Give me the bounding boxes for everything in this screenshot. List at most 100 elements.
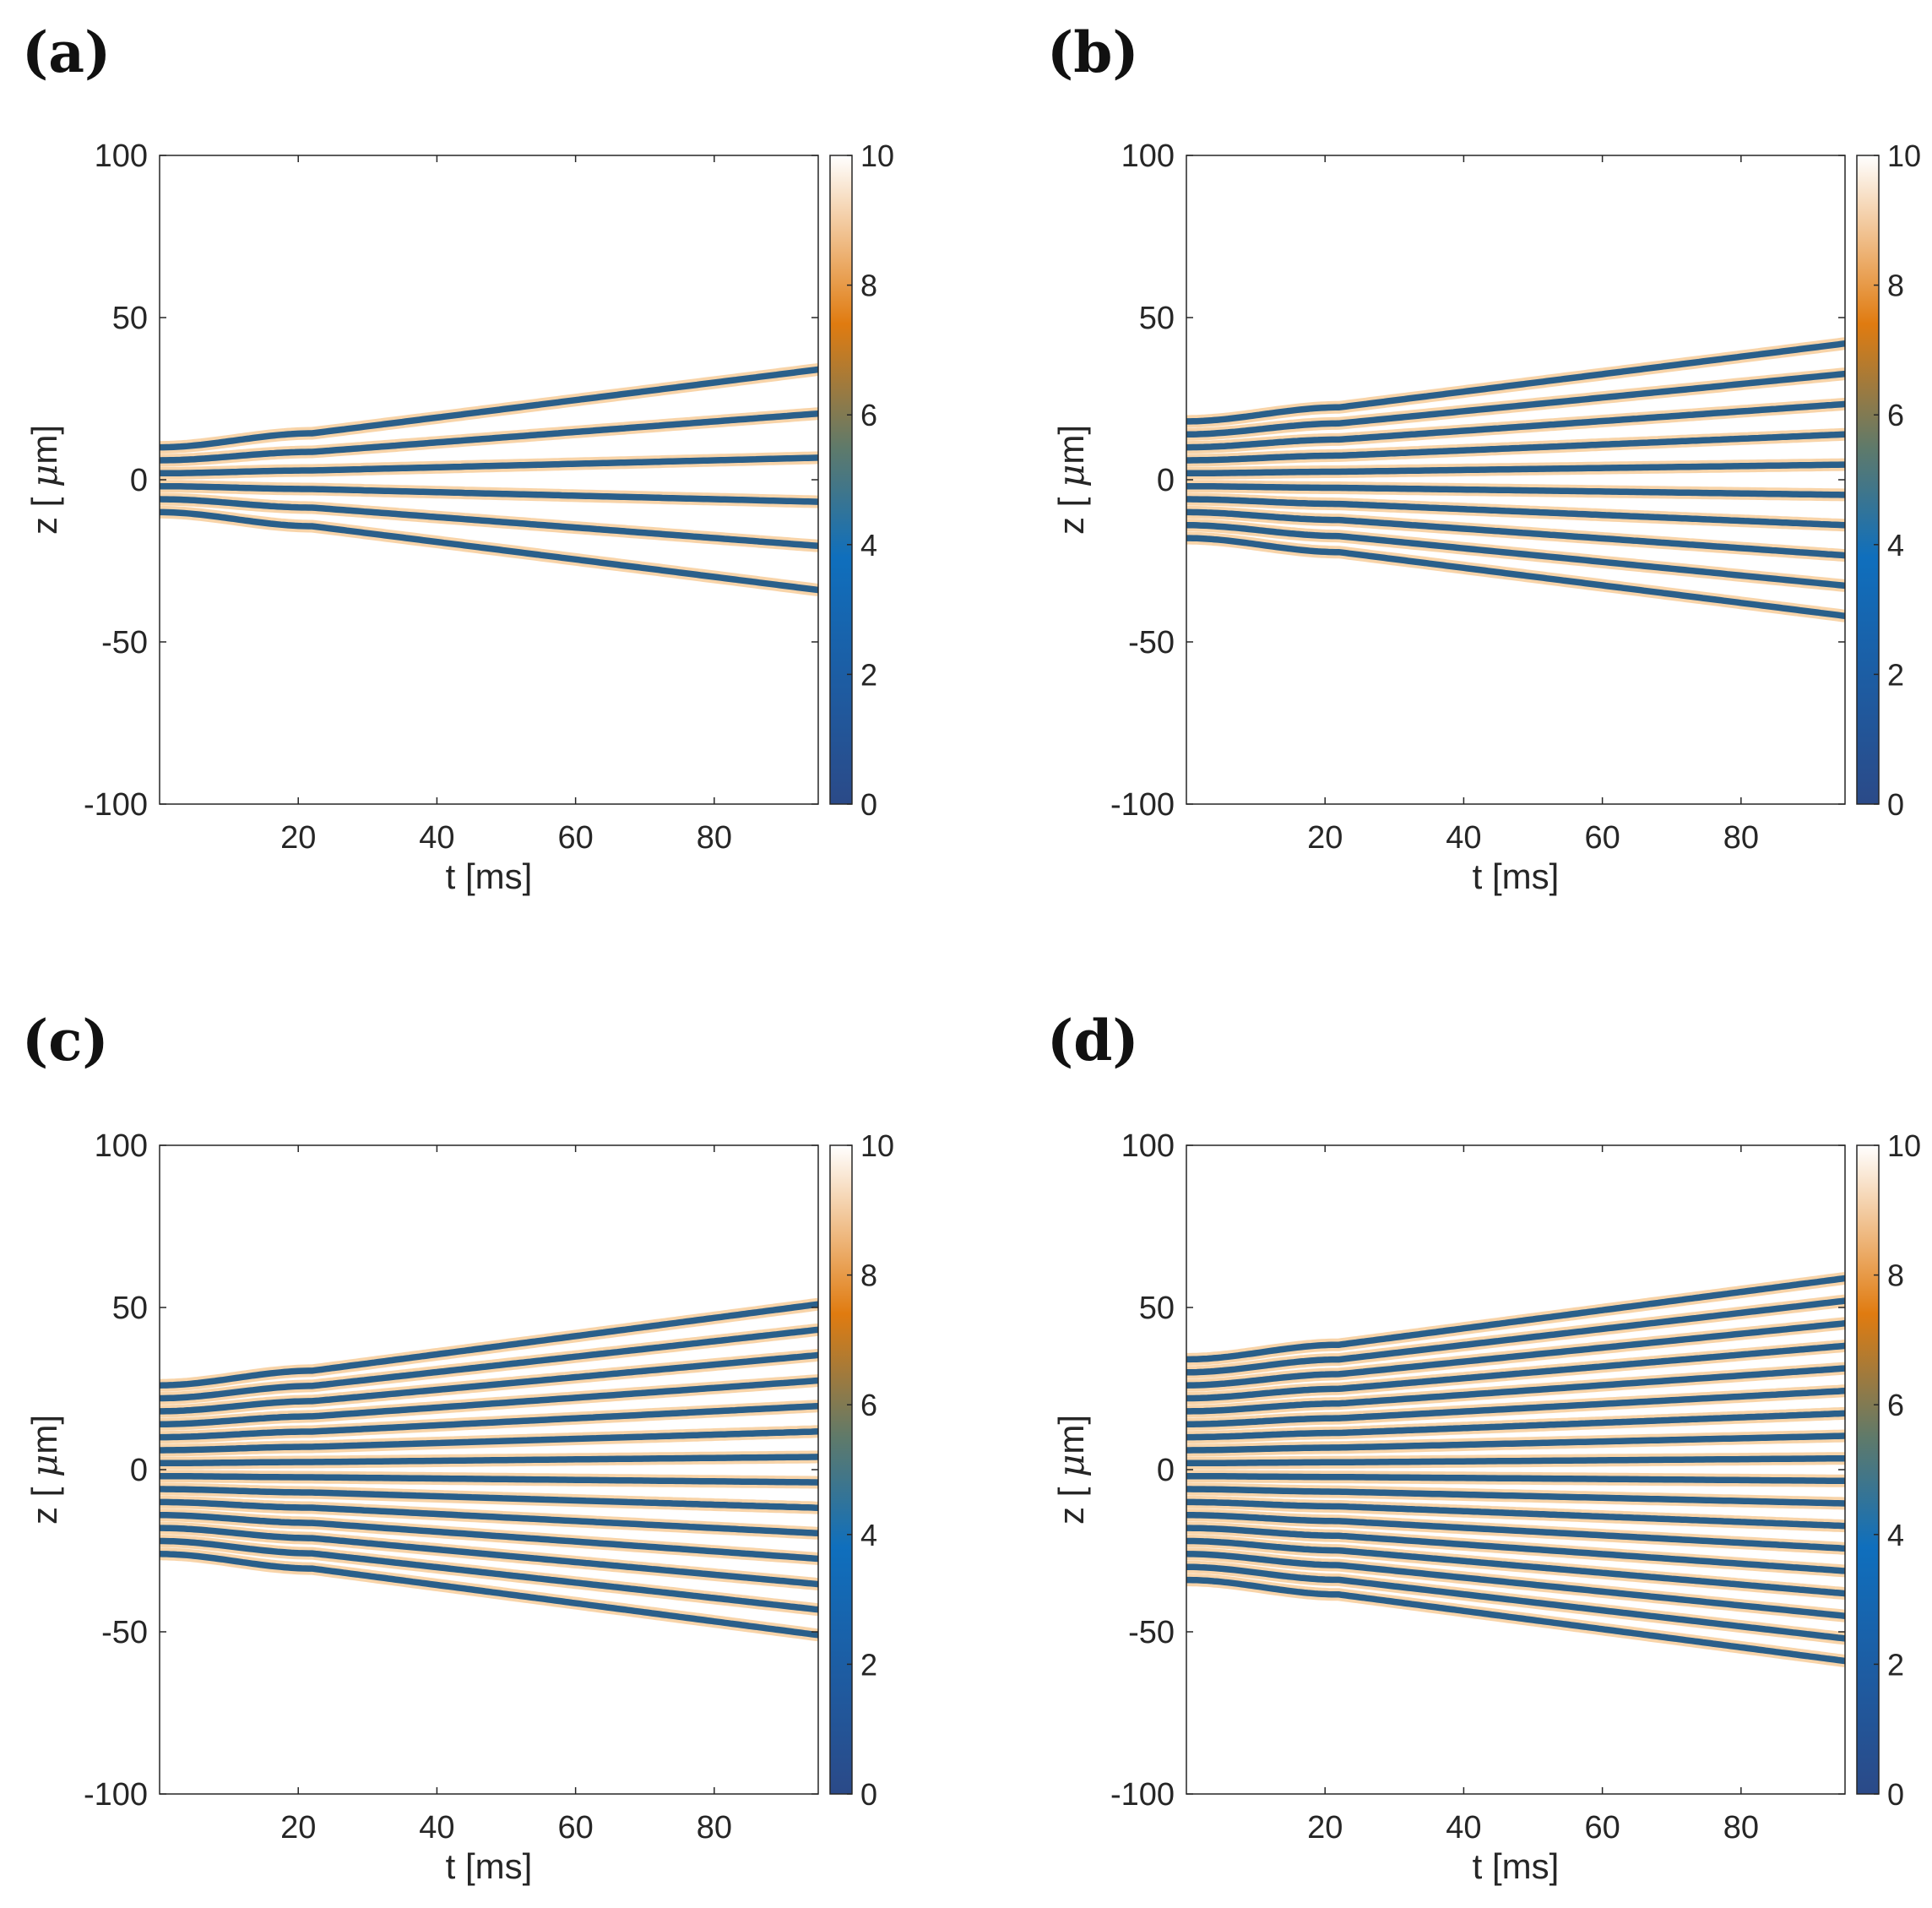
density-line <box>1186 1275 1845 1363</box>
density-line <box>160 1498 818 1537</box>
colorbar-tick-label: 8 <box>1887 1258 1904 1293</box>
density-line <box>1186 1525 1845 1574</box>
colorbar-tick-label: 6 <box>1887 1388 1904 1422</box>
density-line <box>160 1525 818 1588</box>
x-tick-label: 60 <box>1584 820 1620 856</box>
y-axis-label: z [ μm] <box>24 1415 65 1525</box>
x-tick-label: 40 <box>1446 1810 1481 1845</box>
y-tick-label: -50 <box>101 625 148 660</box>
density-line <box>160 1428 818 1454</box>
density-line <box>1186 1498 1845 1530</box>
density-line <box>1186 1319 1845 1389</box>
density-line <box>160 410 818 464</box>
density-line <box>1186 1486 1845 1507</box>
colorbar-tick-label: 2 <box>1887 1647 1904 1682</box>
colorbar-tick-label: 4 <box>860 1518 877 1552</box>
y-tick-label: 50 <box>112 1291 148 1326</box>
x-tick-label: 60 <box>557 1810 593 1845</box>
density-line <box>1186 461 1845 477</box>
y-tick-label: 100 <box>1121 1128 1175 1164</box>
colorbar <box>829 1144 853 1795</box>
x-tick-label: 20 <box>280 820 316 856</box>
x-tick-label: 60 <box>1584 1810 1620 1845</box>
density-line <box>1186 1365 1845 1415</box>
x-tick-label: 40 <box>1446 820 1481 856</box>
x-tick-label: 80 <box>1723 1810 1759 1845</box>
colorbar-tick-label: 8 <box>1887 269 1904 303</box>
density-line <box>1186 370 1845 438</box>
y-axis-label: z [ μm] <box>24 425 65 535</box>
y-tick-label: 50 <box>1139 301 1175 336</box>
density-line <box>1186 1551 1845 1620</box>
plot-area <box>160 155 818 804</box>
density-lines <box>1186 1271 1845 1668</box>
density-lines <box>1186 337 1845 622</box>
colorbar-tick-label: 10 <box>860 1128 894 1163</box>
y-axis-label: z [ μm] <box>1050 425 1092 535</box>
density-line <box>1186 1563 1845 1642</box>
density-line <box>1186 1576 1845 1665</box>
plot-area <box>1186 155 1845 804</box>
colorbar-tick-label: 0 <box>1887 787 1904 822</box>
y-tick-label: -50 <box>1128 625 1175 660</box>
panel-label: (a) <box>22 19 111 85</box>
colorbar <box>1856 155 1880 805</box>
density-line <box>1186 482 1845 498</box>
density-line <box>1186 1410 1845 1441</box>
colorbar-tick-label: 2 <box>860 1647 877 1682</box>
density-lines <box>160 362 818 597</box>
y-tick-label: -100 <box>1110 1777 1175 1813</box>
density-line <box>1186 1342 1845 1402</box>
density-lines <box>160 1297 818 1642</box>
colorbar-tick-label: 8 <box>860 1258 877 1293</box>
colorbar-tick-label: 10 <box>1887 139 1921 173</box>
y-tick-label: 0 <box>1157 463 1175 498</box>
colorbar-tick-label: 0 <box>860 787 877 822</box>
colorbar-tick-label: 0 <box>860 1777 877 1812</box>
density-line <box>1186 1472 1845 1485</box>
density-line <box>160 366 818 451</box>
density-line <box>1186 431 1845 464</box>
panel-c: (c) 20 40 60 80 -100 -50 0 50 100 t [ms] z [ μm] 0 2 4… <box>22 1008 894 1886</box>
plot-area <box>160 1145 818 1794</box>
colorbar-tick-label: 6 <box>860 398 877 432</box>
colorbar-tick-label: 4 <box>860 528 877 563</box>
x-tick-label: 80 <box>697 820 732 856</box>
x-axis-label: t [ms] <box>1473 856 1560 896</box>
y-tick-label: 50 <box>1139 1291 1175 1326</box>
y-tick-label: -100 <box>84 1777 148 1813</box>
density-line <box>1186 340 1845 425</box>
panel-a: (a) 20 40 60 80 -100 -50 0 50 100 t [ms] z [ μm] 0 2 4… <box>22 19 894 896</box>
x-tick-label: 20 <box>1307 820 1343 856</box>
density-line <box>160 1486 818 1511</box>
density-line <box>160 1326 818 1402</box>
density-line <box>1186 1454 1845 1467</box>
panel-label: (b) <box>1047 19 1139 85</box>
panel-d: (d) 20 40 60 80 -100 -50 0 50 100 t [ms] z [ μm] 0 2 4… <box>1047 1008 1921 1886</box>
density-line <box>1186 1297 1845 1376</box>
density-line <box>160 482 818 505</box>
y-axis-label: z [ μm] <box>1050 1415 1092 1525</box>
y-tick-label: 100 <box>95 139 148 174</box>
y-tick-label: -50 <box>1128 1615 1175 1650</box>
colorbar-tick-label: 4 <box>1887 528 1904 563</box>
density-line <box>1186 1537 1845 1597</box>
x-axis-label: t [ms] <box>446 856 533 896</box>
y-tick-label: -50 <box>101 1615 148 1650</box>
colorbar-tick-label: 4 <box>1887 1518 1904 1552</box>
density-line <box>160 1301 818 1389</box>
density-line <box>160 1472 818 1486</box>
colorbar <box>829 155 853 805</box>
density-line <box>1186 535 1845 620</box>
colorbar-tick-label: 6 <box>1887 398 1904 432</box>
x-tick-label: 40 <box>419 1810 454 1845</box>
colorbar-tick-label: 8 <box>860 269 877 303</box>
density-line <box>1186 1512 1845 1552</box>
density-line <box>160 454 818 477</box>
colorbar-tick-label: 2 <box>860 657 877 692</box>
density-line <box>1186 1432 1845 1454</box>
panel-b: (b) 20 40 60 80 -100 -50 0 50 100 t [ms] z [ μm] 0 2 4… <box>1047 19 1921 896</box>
panel-label: (d) <box>1047 1008 1139 1074</box>
density-line <box>1186 508 1845 559</box>
